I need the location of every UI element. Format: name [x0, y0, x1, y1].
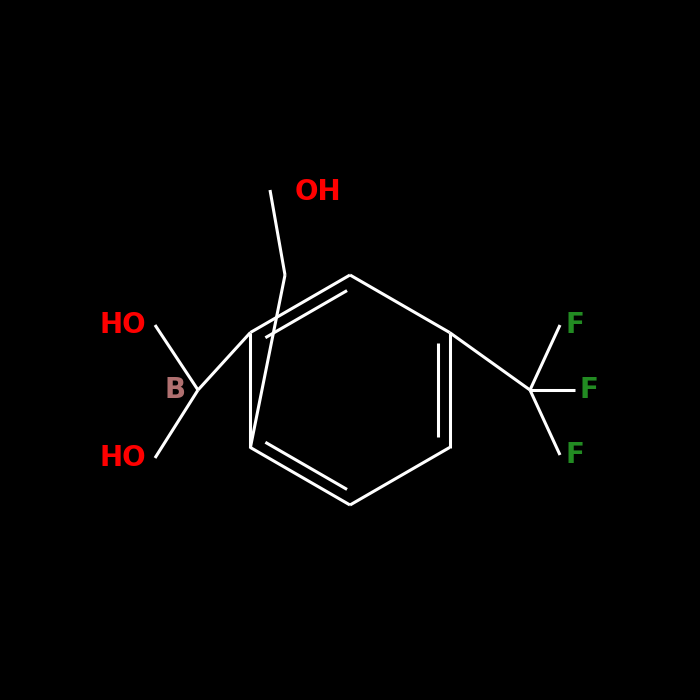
Text: B: B	[164, 376, 186, 404]
Text: HO: HO	[100, 444, 146, 472]
Text: F: F	[565, 311, 584, 339]
Text: F: F	[580, 376, 599, 404]
Text: F: F	[565, 441, 584, 469]
Text: OH: OH	[295, 178, 342, 206]
Text: HO: HO	[100, 311, 146, 339]
